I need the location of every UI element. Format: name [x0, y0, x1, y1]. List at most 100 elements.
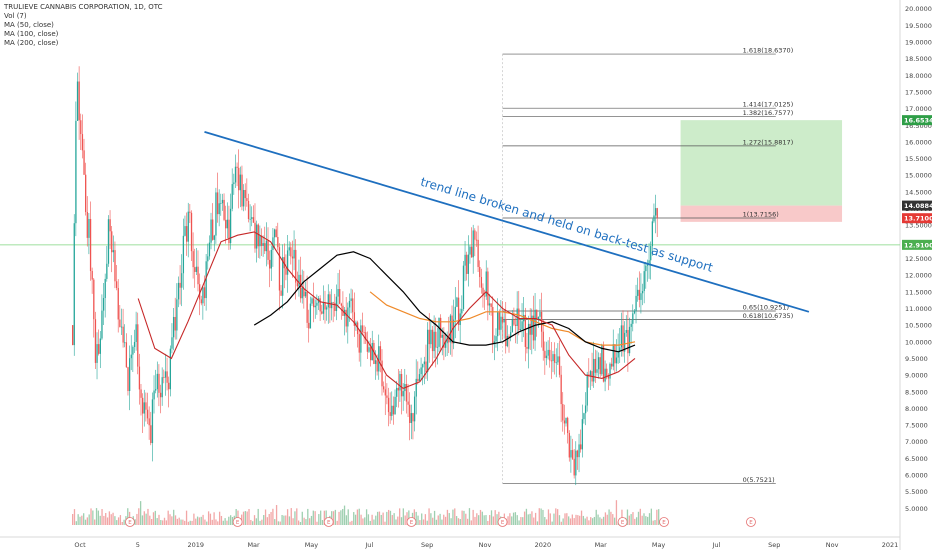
- candle-body: [500, 316, 502, 330]
- candle-body: [314, 305, 316, 308]
- candle-body: [213, 235, 215, 240]
- candle-body: [474, 230, 476, 240]
- candle-body: [348, 300, 351, 308]
- price-tick-label: 11.5000: [905, 288, 932, 296]
- volume-bar: [108, 511, 111, 525]
- candle-body: [270, 249, 272, 269]
- volume-bar: [630, 514, 632, 525]
- candle-body: [363, 332, 365, 333]
- candle-body: [611, 363, 613, 367]
- volume-bar: [154, 510, 156, 525]
- time-tick-label: Jul: [712, 541, 721, 549]
- fib-level-label: 1.382(16.7577): [743, 109, 794, 117]
- candle-body: [290, 247, 292, 257]
- volume-bar: [599, 517, 601, 525]
- volume-bar: [476, 513, 478, 525]
- volume-bar: [92, 510, 94, 525]
- candle-body: [119, 319, 121, 327]
- volume-bar: [173, 509, 175, 525]
- candle-body: [412, 413, 414, 422]
- volume-bar: [610, 511, 612, 525]
- candle-body: [114, 250, 116, 282]
- volume-bar: [571, 514, 573, 525]
- volume-bar: [590, 517, 592, 525]
- candle-body: [462, 265, 465, 310]
- candle-body: [563, 420, 566, 424]
- candle-body: [578, 444, 580, 458]
- candle-body: [197, 266, 199, 285]
- volume-bar: [220, 515, 223, 525]
- volume-bar: [211, 519, 213, 525]
- candle-body: [172, 316, 175, 338]
- volume-bar: [162, 520, 164, 525]
- candle-body: [650, 246, 652, 261]
- volume-bar: [252, 521, 254, 525]
- earnings-icon: [617, 517, 628, 527]
- candle-body: [277, 236, 279, 248]
- time-tick-label: Nov: [826, 541, 839, 549]
- candle-body: [184, 226, 186, 236]
- legend-ma200[interactable]: MA (200, close): [4, 39, 59, 47]
- volume-bar: [481, 511, 483, 525]
- volume-bar: [507, 516, 509, 525]
- candle-body: [606, 368, 608, 377]
- volume-bar: [296, 508, 298, 525]
- legend-ma50[interactable]: MA (50, close): [4, 21, 54, 29]
- candle-body: [85, 174, 87, 212]
- volume-bar: [399, 508, 401, 525]
- volume-bar: [463, 510, 465, 525]
- candle-body: [604, 368, 606, 382]
- candle-body: [86, 211, 88, 238]
- volume-bar: [255, 518, 258, 525]
- volume-bar: [615, 500, 618, 525]
- symbol-title[interactable]: TRULIEVE CANNABIS CORPORATION, 1D, OTC: [4, 3, 163, 11]
- price-tick-label: 17.5000: [905, 88, 932, 96]
- volume-bar: [356, 509, 359, 525]
- earnings-icon-label: E: [236, 520, 240, 526]
- candle-body: [594, 358, 597, 373]
- volume-bar: [77, 514, 79, 525]
- volume-bar: [496, 514, 498, 525]
- price-tag: [902, 239, 932, 250]
- volume-bar: [382, 512, 384, 525]
- volume-bar: [150, 518, 153, 525]
- earnings-icon: [323, 517, 334, 527]
- time-tick-label: May: [305, 541, 319, 549]
- candle-body: [122, 326, 124, 343]
- earnings-icon: [659, 517, 669, 527]
- price-tick-label: 14.5000: [905, 188, 932, 196]
- candle-body: [399, 373, 401, 391]
- candle-body: [242, 189, 245, 207]
- candle-body: [199, 284, 201, 300]
- candle-body: [94, 319, 97, 363]
- candle-body: [402, 391, 404, 397]
- candle-body: [645, 265, 647, 272]
- candle-body: [498, 312, 500, 330]
- volume-bar: [103, 515, 105, 525]
- candle-body: [540, 312, 543, 332]
- candle-body: [454, 306, 456, 320]
- volume-bar: [573, 518, 575, 525]
- candle-body: [148, 418, 150, 426]
- volume-bar: [121, 521, 123, 525]
- candle-body: [633, 310, 636, 314]
- candle-body: [335, 296, 338, 312]
- legend-ma100[interactable]: MA (100, close): [4, 30, 59, 38]
- earnings-icon: [232, 517, 243, 527]
- legend-vol[interactable]: Vol (7): [4, 12, 27, 20]
- candle-body: [602, 345, 605, 382]
- time-tick-label: Sep: [768, 541, 780, 549]
- volume-bar: [637, 511, 640, 525]
- candle-body: [337, 289, 339, 297]
- candle-body: [487, 271, 489, 306]
- volume-bar: [428, 508, 430, 525]
- volume-bar: [318, 514, 320, 525]
- candle-body: [117, 287, 119, 320]
- candle-body: [581, 419, 583, 450]
- candle-body: [537, 316, 540, 321]
- volume-bar: [257, 508, 259, 525]
- volume-bar: [557, 509, 559, 525]
- price-tick-label: 9.5000: [905, 355, 928, 363]
- candle-body: [620, 325, 623, 348]
